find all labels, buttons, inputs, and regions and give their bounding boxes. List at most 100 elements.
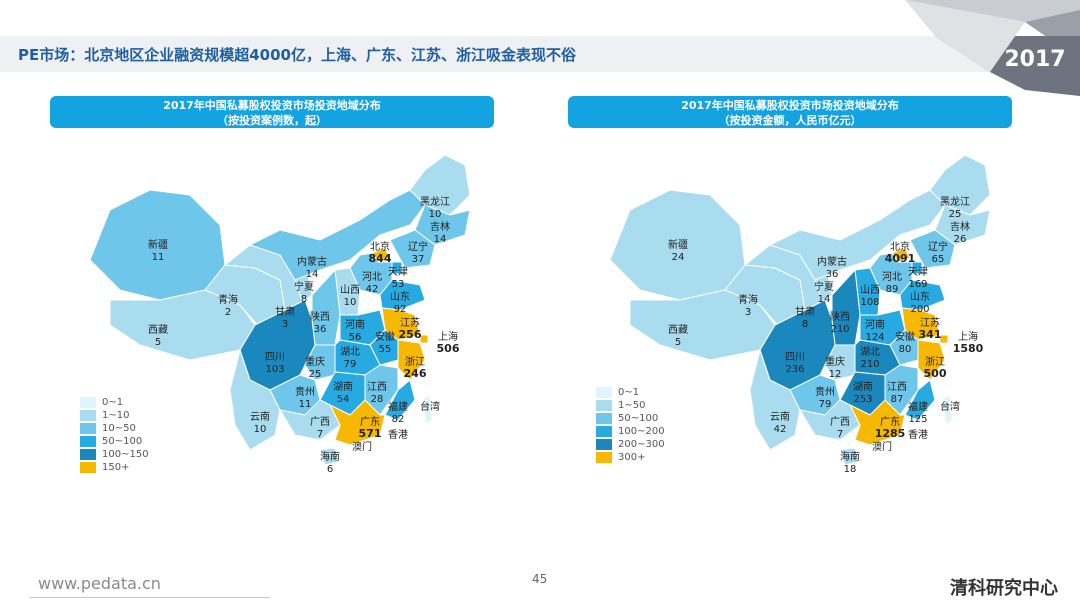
left-region-name-29: 广东 xyxy=(360,415,380,428)
left-region-name-28: 广西 xyxy=(310,416,330,428)
year-label: 2017 xyxy=(1004,47,1065,72)
right-region-value-33: 18 xyxy=(844,464,857,475)
left-region-value-28: 7 xyxy=(317,429,323,440)
left-region-name-32: 台湾 xyxy=(420,400,440,413)
title-bar: PE市场：北京地区企业融资规模超4000亿，上海、广东、江苏、浙江吸金表现不俗 xyxy=(0,36,1080,72)
right-region-name-6: 黑龙江 xyxy=(940,195,970,208)
right-region-value-5: 36 xyxy=(826,269,839,280)
right-legend-swatch-1 xyxy=(596,400,612,411)
left-region-value-10: 53 xyxy=(392,279,405,290)
left-region-value-1: 5 xyxy=(155,337,161,348)
right-legend-label-4: 200~300 xyxy=(618,439,665,450)
right-region-value-3: 8 xyxy=(802,319,808,330)
left-region-value-27: 10 xyxy=(254,424,267,435)
right-legend-item-5: 300+ xyxy=(596,451,665,464)
right-legend-swatch-5 xyxy=(596,452,612,463)
right-legend-swatch-3 xyxy=(596,426,612,437)
left-region-name-6: 黑龙江 xyxy=(420,195,450,208)
right-region-value-15: 124 xyxy=(865,332,884,343)
right-region-name-32: 台湾 xyxy=(940,400,960,413)
right-legend-label-2: 50~100 xyxy=(618,413,659,424)
right-legend-label-3: 100~200 xyxy=(618,426,665,437)
left-region-name-14: 陕西 xyxy=(310,310,330,323)
left-region-value-13: 92 xyxy=(394,304,407,315)
left-legend-label-0: 0~1 xyxy=(102,397,124,408)
right-region-name-25: 江西 xyxy=(887,381,907,393)
right-legend-swatch-4 xyxy=(596,439,612,450)
left-region-value-18: 506 xyxy=(437,342,460,355)
right-region-26 xyxy=(904,379,936,421)
left-legend-label-2: 10~50 xyxy=(102,423,136,434)
right-region-value-14: 210 xyxy=(830,324,849,335)
left-region-value-14: 36 xyxy=(314,324,327,335)
right-region-value-23: 79 xyxy=(819,399,832,410)
footer-divider xyxy=(30,597,270,598)
right-region-value-12: 108 xyxy=(860,297,879,308)
right-region-name-9: 北京 xyxy=(890,240,910,253)
left-region-name-31: 澳门 xyxy=(352,440,372,453)
left-region-value-23: 11 xyxy=(299,399,312,410)
right-region-value-24: 253 xyxy=(853,394,872,405)
right-region-name-1: 西藏 xyxy=(668,324,688,336)
right-region-name-8: 辽宁 xyxy=(928,240,948,253)
right-region-name-10: 天津 xyxy=(908,266,928,278)
left-region-0 xyxy=(89,189,226,301)
right-region-value-9: 4091 xyxy=(885,252,916,265)
right-region-name-21: 湖北 xyxy=(860,346,880,358)
right-region-name-29: 广东 xyxy=(880,415,900,428)
right-region-22 xyxy=(917,339,946,381)
right-legend-item-1: 1~50 xyxy=(596,399,665,412)
right-region-name-13: 山东 xyxy=(910,290,930,303)
right-region-name-18: 上海 xyxy=(958,330,978,343)
right-region-value-29: 1285 xyxy=(875,427,906,440)
left-map-title: 2017年中国私募股权投资市场投资地域分布 （按投资案例数，起） xyxy=(50,96,494,128)
right-region-33 xyxy=(839,447,859,466)
right-region-value-27: 42 xyxy=(774,424,787,435)
footer-url[interactable]: www.pedata.cn xyxy=(38,574,161,593)
right-region-value-2: 3 xyxy=(745,307,751,318)
left-region-26 xyxy=(384,379,416,421)
left-region-value-26: 82 xyxy=(392,414,405,425)
left-region-value-24: 54 xyxy=(337,394,350,405)
right-region-5 xyxy=(768,189,946,281)
left-region-name-8: 辽宁 xyxy=(408,240,428,253)
left-region-name-5: 内蒙古 xyxy=(297,255,327,268)
right-region-value-4: 14 xyxy=(818,294,831,305)
left-region-value-9: 844 xyxy=(369,252,392,265)
right-region-name-7: 吉林 xyxy=(950,220,970,233)
left-region-name-10: 天津 xyxy=(388,266,408,278)
left-region-name-33: 海南 xyxy=(320,450,340,463)
right-region-value-25: 87 xyxy=(891,394,904,405)
right-region-name-2: 青海 xyxy=(738,293,758,306)
left-legend-label-3: 50~100 xyxy=(102,436,143,447)
right-region-value-28: 7 xyxy=(837,429,843,440)
left-region-name-7: 吉林 xyxy=(430,220,450,233)
right-legend-label-0: 0~1 xyxy=(618,387,640,398)
right-map-title: 2017年中国私募股权投资市场投资地域分布 （按投资金额，人民币亿元） xyxy=(568,96,1012,128)
left-region-value-5: 14 xyxy=(306,269,319,280)
left-region-27 xyxy=(229,348,281,451)
left-region-value-2: 2 xyxy=(225,307,231,318)
left-legend-label-4: 100~150 xyxy=(102,449,149,460)
page-title: PE市场：北京地区企业融资规模超4000亿，上海、广东、江苏、浙江吸金表现不俗 xyxy=(18,46,576,64)
right-region-name-19: 四川 xyxy=(785,352,805,363)
right-region-name-31: 澳门 xyxy=(872,440,892,453)
right-legend-label-5: 300+ xyxy=(618,452,646,463)
left-legend-item-0: 0~1 xyxy=(80,396,149,409)
left-region-22 xyxy=(397,339,426,381)
left-region-name-17: 安徽 xyxy=(375,330,395,343)
right-region-value-1: 5 xyxy=(675,337,681,348)
left-region-33 xyxy=(319,447,339,466)
right-region-value-16: 341 xyxy=(919,328,942,341)
left-region-value-25: 28 xyxy=(371,394,384,405)
left-legend-item-5: 150+ xyxy=(80,461,149,474)
left-legend-swatch-0 xyxy=(80,397,96,408)
right-region-value-8: 65 xyxy=(932,254,945,265)
left-region-name-21: 湖北 xyxy=(340,346,360,358)
left-legend-swatch-1 xyxy=(80,410,96,421)
left-map-legend: 0~1 1~10 10~50 50~100 100~150 150+ xyxy=(80,396,149,474)
left-region-value-19: 103 xyxy=(265,364,284,375)
right-region-29 xyxy=(848,399,906,446)
